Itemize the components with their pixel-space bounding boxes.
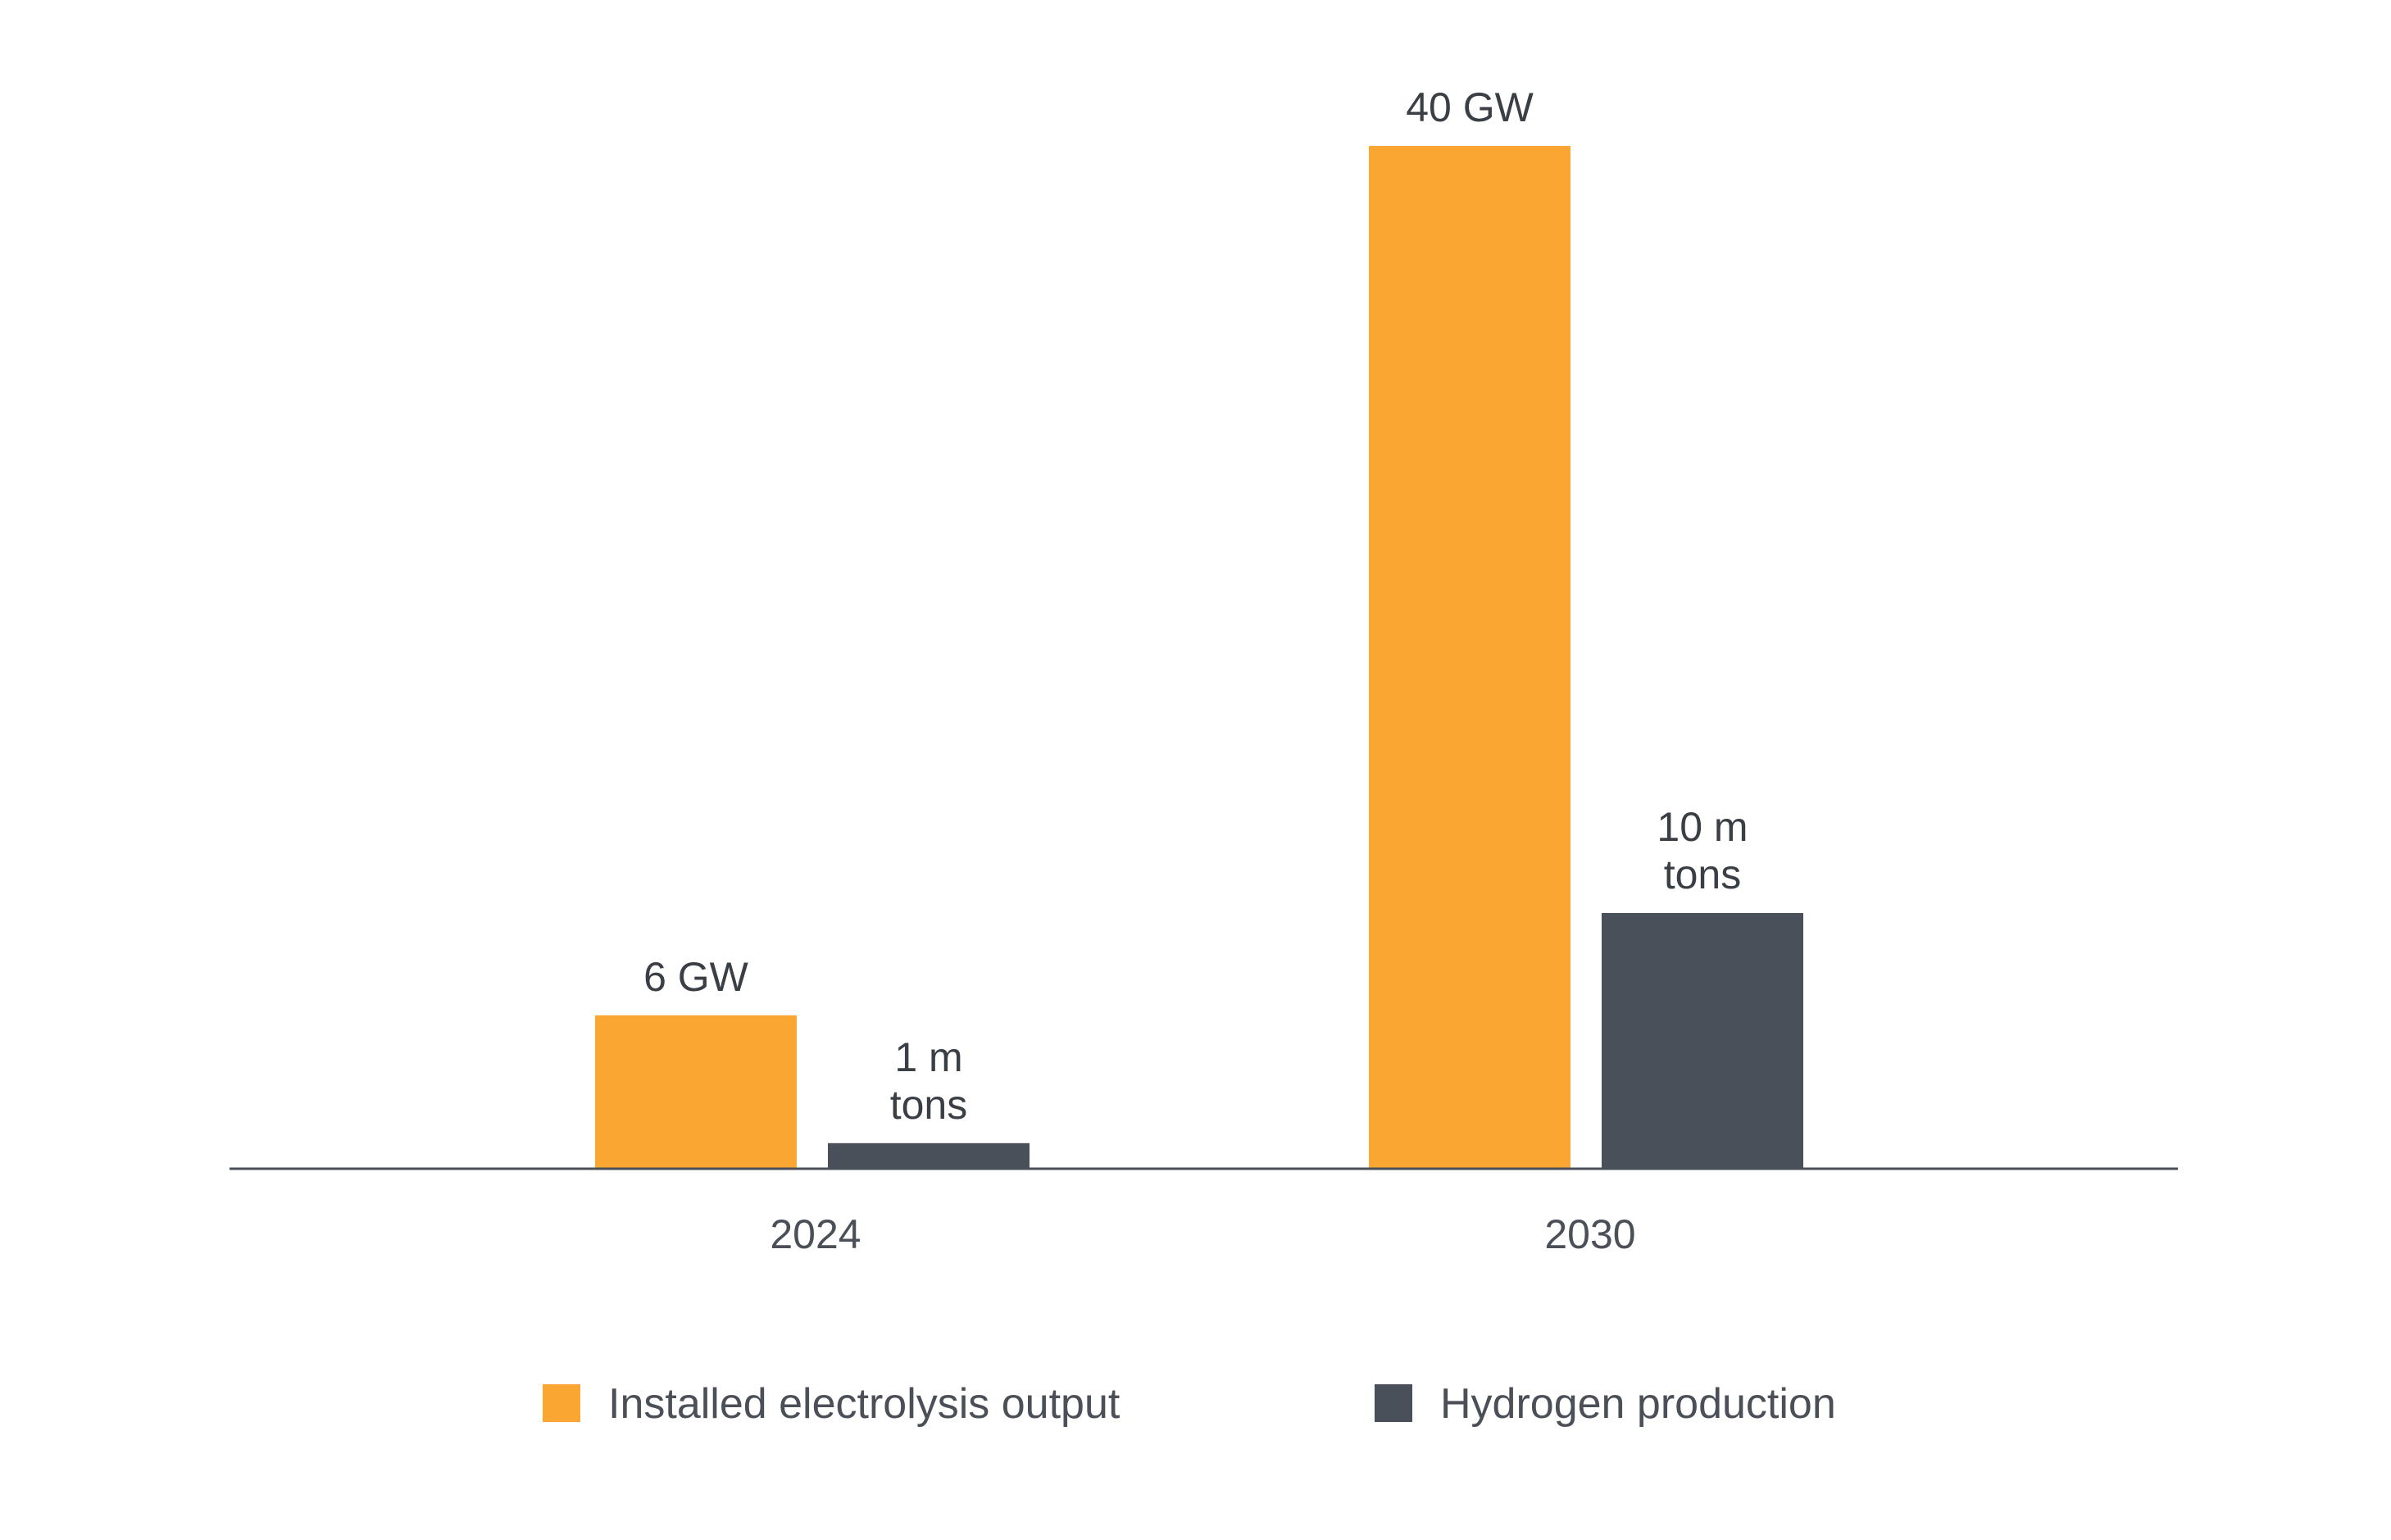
legend-swatch (1375, 1384, 1412, 1422)
data-label-electrolysis-2030: 40 GW (1406, 84, 1534, 130)
data-label-line: 1 m (894, 1034, 962, 1080)
data-label-hydrogen-2024: 1 m tons (890, 1034, 968, 1128)
x-tick-label-2024: 2024 (770, 1211, 861, 1257)
data-label-line: tons (890, 1082, 968, 1128)
data-label-electrolysis-2024: 6 GW (643, 954, 749, 1000)
data-label-line: 40 GW (1406, 84, 1534, 130)
bar-hydrogen-2030 (1602, 913, 1803, 1169)
x-tick-labels: 2024 2030 (770, 1211, 1635, 1257)
legend-item-hydrogen: Hydrogen production (1375, 1380, 1836, 1428)
data-label-line: tons (1664, 852, 1742, 897)
legend-swatch (543, 1384, 580, 1422)
legend-label: Hydrogen production (1440, 1380, 1836, 1428)
x-tick-label-2030: 2030 (1544, 1211, 1635, 1257)
bars-layer (595, 146, 1803, 1169)
data-label-line: 10 m (1657, 804, 1748, 850)
legend-label: Installed electrolysis output (608, 1380, 1120, 1428)
bar-electrolysis-2024 (595, 1015, 797, 1169)
legend: Installed electrolysis output Hydrogen pr… (543, 1380, 1836, 1428)
data-label-line: 6 GW (643, 954, 749, 1000)
legend-item-electrolysis: Installed electrolysis output (543, 1380, 1120, 1428)
data-label-hydrogen-2030: 10 m tons (1657, 804, 1748, 897)
bar-hydrogen-2024 (828, 1143, 1030, 1169)
bar-electrolysis-2030 (1369, 146, 1571, 1169)
